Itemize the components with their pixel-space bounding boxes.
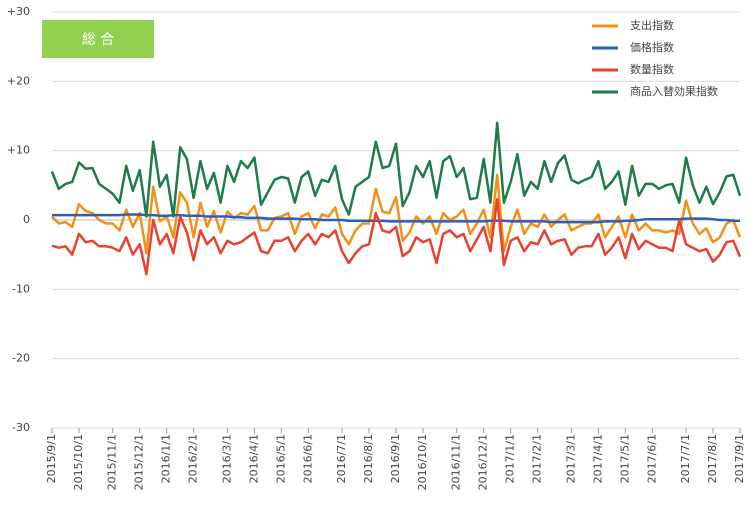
x-tick-label: 2016/9/1: [389, 434, 402, 483]
y-tick-label: +30: [7, 5, 30, 18]
x-tick-label: 2016/8/1: [362, 434, 375, 483]
x-tick-label: 2017/7/1: [679, 434, 692, 483]
y-tick-label: -30: [12, 421, 30, 434]
x-tick-label: 2016/3/1: [220, 434, 233, 483]
x-tick-label: 2016/5/1: [274, 434, 287, 483]
series-line: [52, 213, 740, 224]
x-tick-label: 2015/11/1: [106, 434, 119, 490]
legend-label: 価格指数: [630, 40, 674, 54]
x-tick-label: 2017/4/1: [591, 434, 604, 483]
x-tick-label: 2017/3/1: [564, 434, 577, 483]
y-tick-label: +10: [7, 144, 30, 157]
x-tick-label: 2016/4/1: [247, 434, 260, 483]
x-tick-label: 2016/10/1: [416, 434, 429, 490]
legend-label: 商品入替効果指数: [630, 84, 718, 98]
y-tick-label: +20: [7, 74, 30, 87]
x-tick-label: 2016/6/1: [301, 434, 314, 483]
series-line: [50, 121, 742, 218]
label-box: [42, 20, 154, 58]
legend-label: 支出指数: [630, 18, 674, 32]
x-tick-label: 2016/2/1: [187, 434, 200, 483]
x-tick-label: 2017/8/1: [706, 434, 719, 483]
x-tick-label: 2016/11/1: [450, 434, 463, 490]
y-tick-label: 0: [23, 213, 30, 226]
y-tick-label: -20: [12, 352, 30, 365]
x-tick-label: 2015/12/1: [133, 434, 146, 490]
x-tick-label: 2017/9/1: [733, 434, 746, 483]
x-tick-label: 2015/9/1: [45, 434, 58, 483]
chart-label: 総 合: [82, 32, 114, 48]
x-tick-label: 2016/1/1: [160, 434, 173, 483]
y-tick-label: -10: [12, 282, 30, 295]
x-tick-label: 2016/12/1: [477, 434, 490, 490]
x-tick-label: 2017/1/1: [504, 434, 517, 483]
x-tick-label: 2017/5/1: [618, 434, 631, 483]
x-tick-label: 2016/7/1: [335, 434, 348, 483]
series-line: [51, 197, 742, 276]
x-tick-label: 2015/10/1: [72, 434, 85, 490]
x-tick-label: 2017/6/1: [645, 434, 658, 483]
legend-label: 数量指数: [630, 62, 674, 76]
x-tick-label: 2017/2/1: [531, 434, 544, 483]
